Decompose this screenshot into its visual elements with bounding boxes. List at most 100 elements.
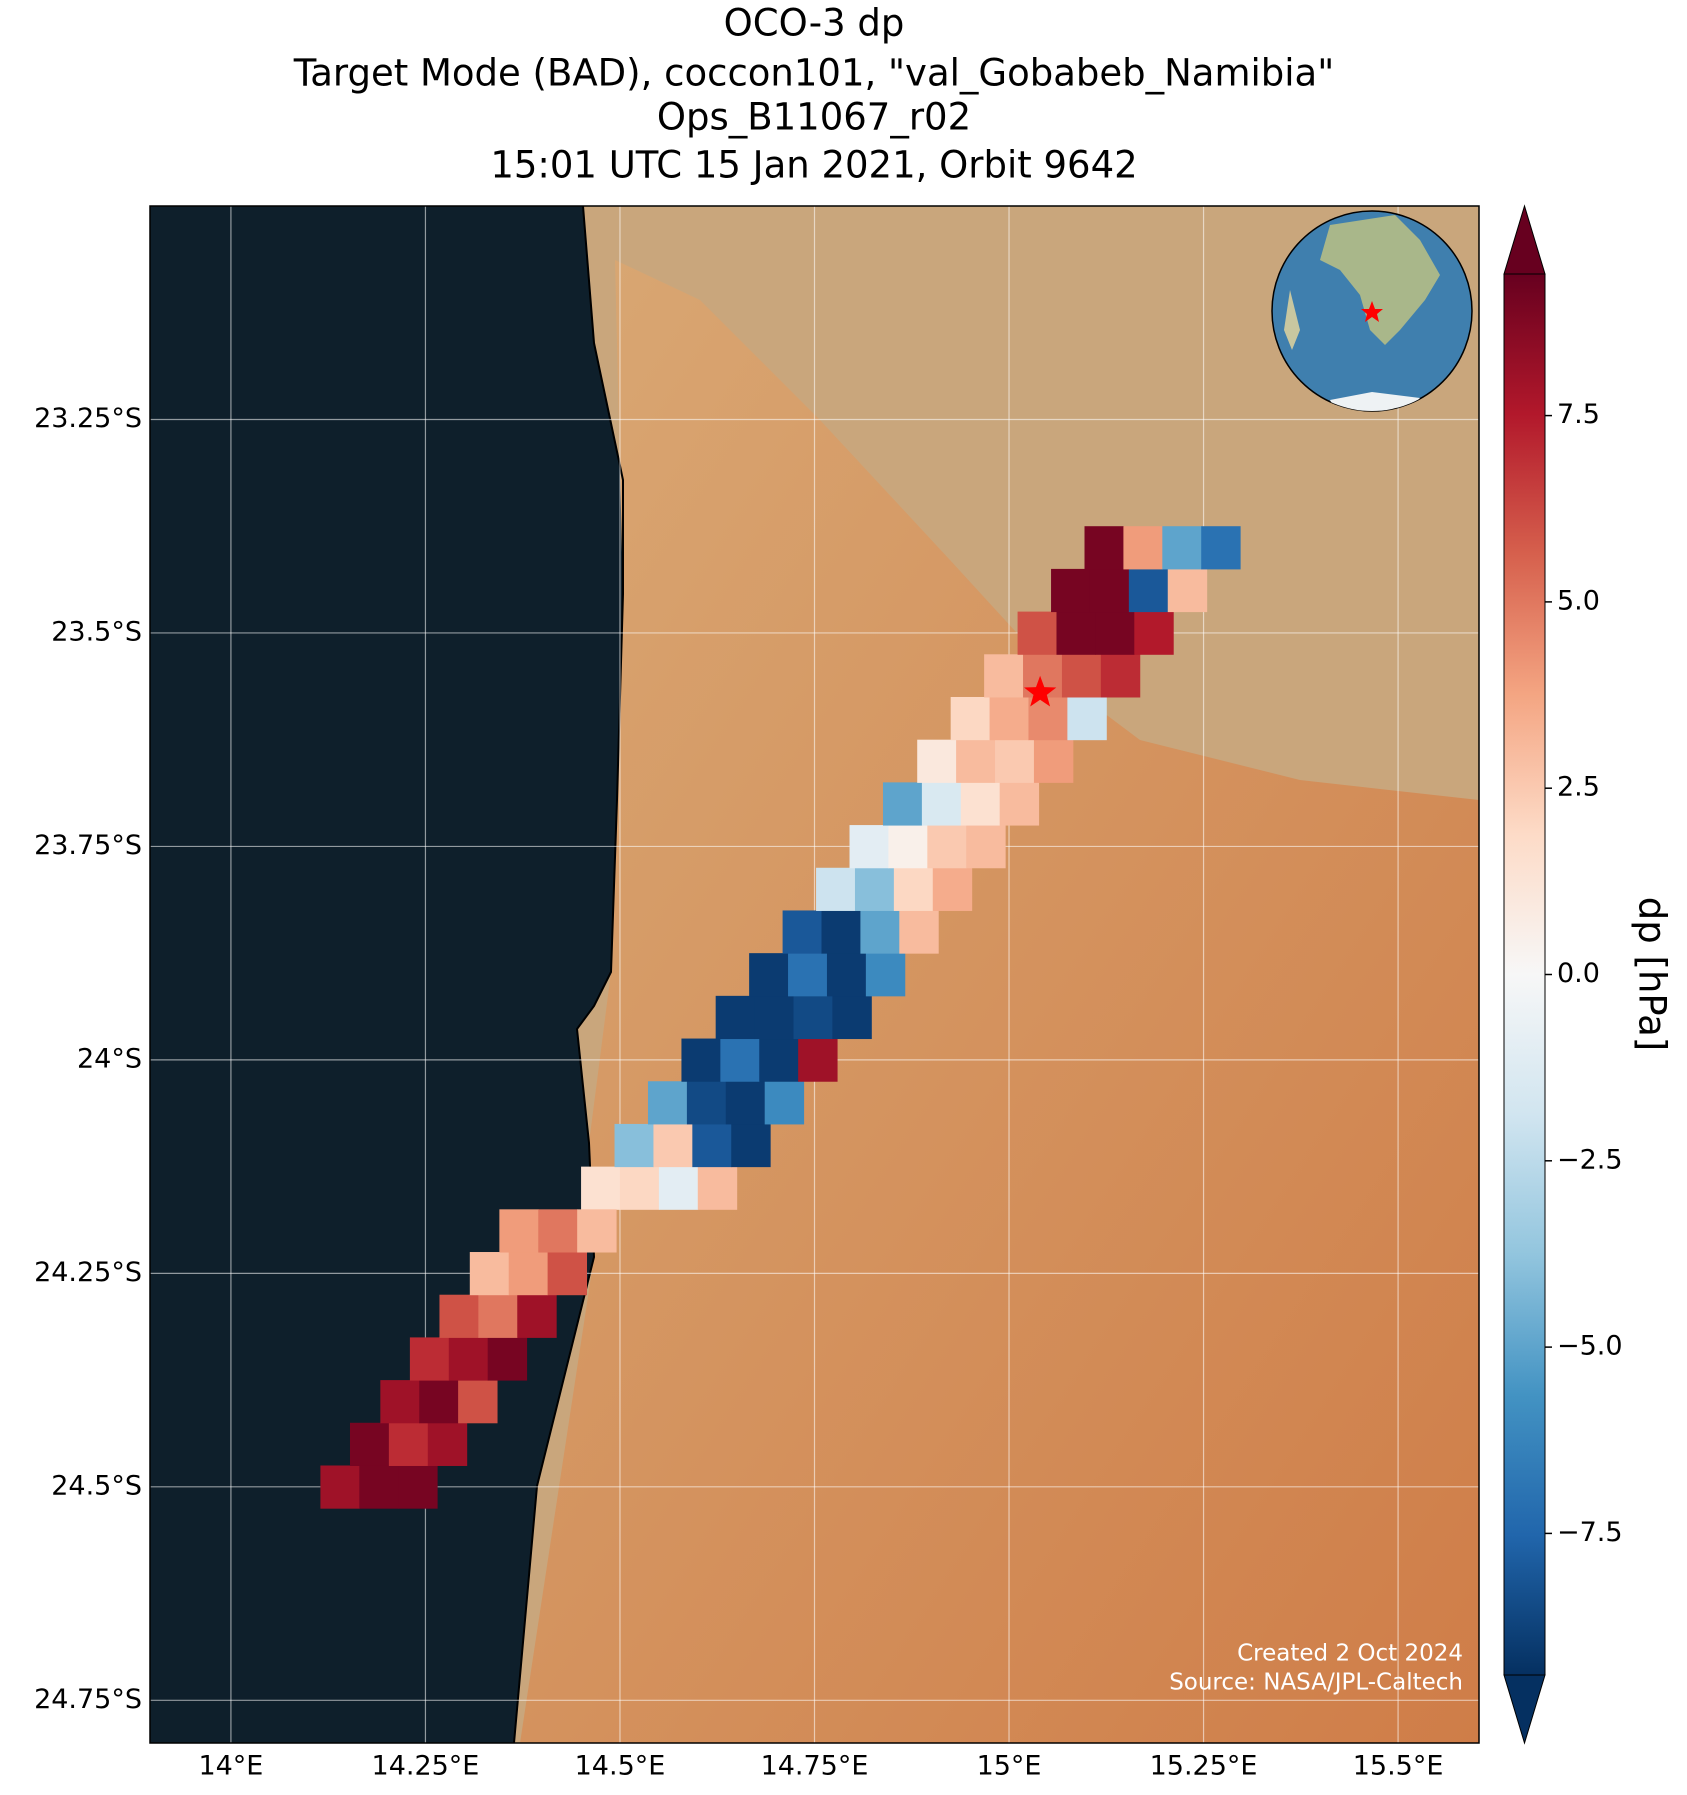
x-tick-label: 14°E — [198, 1751, 263, 1782]
sounding-cell — [487, 1337, 528, 1381]
x-tick-label: 14.25°E — [372, 1751, 480, 1782]
map-frame — [149, 205, 1480, 1744]
colorbar-tick-label: 7.5 — [1557, 399, 1600, 430]
sounding-cell — [380, 1380, 420, 1424]
title-line: Target Mode (BAD), coccon101, "val_Gobab… — [293, 52, 1334, 95]
sounding-cell — [854, 867, 895, 911]
sounding-cell — [956, 739, 996, 783]
sounding-cell — [999, 782, 1040, 826]
sounding-cell — [832, 995, 872, 1040]
coastline — [513, 206, 624, 1743]
sounding-cell — [782, 910, 823, 954]
x-tick-label: 15.25°E — [1150, 1751, 1258, 1782]
x-tick-label: 15.5°E — [1353, 1751, 1444, 1782]
sounding-cell — [686, 1081, 727, 1125]
y-tick-label: 23.5°S — [51, 616, 142, 647]
sounding-cell — [984, 654, 1024, 698]
annotation: Source: NASA/JPL-Caltech — [1169, 1670, 1463, 1696]
sounding-cell — [1162, 526, 1202, 570]
y-tick-label: 23.75°S — [34, 830, 142, 861]
colorbar-tick-label: 0.0 — [1557, 958, 1600, 989]
sounding-cell — [692, 1123, 732, 1168]
colorbar-tick-label: −7.5 — [1557, 1517, 1623, 1548]
sounding-cell — [547, 1252, 588, 1296]
sounding-cell — [427, 1422, 468, 1466]
sounding-cell — [888, 825, 928, 869]
sounding-cell — [469, 1252, 510, 1296]
sounding-cell — [725, 1081, 766, 1125]
sounding-cell — [577, 1209, 617, 1253]
sounding-cell — [439, 1294, 479, 1338]
sounding-cell — [1084, 526, 1124, 570]
sounding-cell — [764, 1081, 805, 1125]
sounding-cell — [865, 953, 906, 997]
sounding-cell — [359, 1465, 399, 1509]
sounding-cell — [419, 1380, 459, 1424]
sounding-cell — [619, 1166, 660, 1210]
sounding-cell — [1017, 611, 1057, 655]
colorbar-tick-label: 5.0 — [1557, 585, 1600, 616]
sounding-cell — [788, 953, 828, 997]
annotation: Created 2 Oct 2024 — [1237, 1641, 1463, 1667]
sounding-cell — [614, 1123, 654, 1168]
sounding-cell — [1123, 526, 1163, 570]
colorbar-label: dp [hPa] — [1631, 897, 1674, 1051]
x-tick-label: 14.75°E — [761, 1751, 869, 1782]
sounding-cell — [653, 1123, 693, 1168]
globe-inset — [1271, 210, 1473, 412]
sounding-cell — [1095, 611, 1135, 655]
sounding-cell — [409, 1337, 450, 1381]
title-line: OCO-3 dp — [724, 2, 905, 45]
sounding-cell — [917, 739, 957, 783]
sounding-cell — [754, 995, 794, 1040]
sounding-cell — [960, 782, 1001, 826]
sounding-cell — [448, 1337, 489, 1381]
sounding-cell — [793, 995, 833, 1040]
sounding-cell — [759, 1038, 799, 1082]
sounding-cell — [893, 867, 934, 911]
sounding-cell — [932, 867, 973, 911]
sounding-cell — [715, 995, 756, 1040]
y-tick-label: 24.5°S — [51, 1470, 142, 1501]
target-marker — [1024, 675, 1057, 707]
x-tick-label: 15°E — [977, 1751, 1042, 1782]
sounding-cell — [658, 1166, 699, 1210]
sounding-cell — [478, 1294, 518, 1338]
sounding-cell — [398, 1465, 438, 1509]
sounding-cell — [989, 696, 1029, 741]
y-tick-label: 23.25°S — [34, 403, 142, 434]
sounding-cell — [966, 825, 1006, 869]
sounding-cell — [1033, 739, 1074, 783]
sounding-cell — [950, 696, 991, 741]
sounding-cell — [899, 910, 939, 954]
y-tick-label: 24.25°S — [34, 1257, 142, 1288]
sounding-cell — [731, 1123, 771, 1168]
sounding-cell — [816, 867, 856, 911]
sounding-cell — [927, 825, 967, 869]
sounding-cell — [882, 782, 923, 826]
colorbar-extend-max — [1503, 204, 1546, 275]
sounding-cell — [860, 910, 900, 954]
sounding-cell — [349, 1422, 390, 1466]
colorbar-tick-label: 2.5 — [1557, 772, 1600, 803]
sounding-cell — [1128, 568, 1169, 613]
sounding-cell — [1134, 611, 1174, 655]
sounding-cell — [1201, 526, 1241, 570]
x-tick-label: 14.5°E — [575, 1751, 666, 1782]
colorbar — [1503, 273, 1546, 1676]
sounding-cell — [581, 1166, 621, 1210]
sounding-cell — [821, 910, 861, 954]
title-line: Ops_B11067_r02 — [657, 96, 971, 139]
sounding-cell — [995, 739, 1035, 783]
sounding-cell — [499, 1209, 539, 1253]
sounding-cell — [1167, 568, 1208, 613]
sounding-cell — [647, 1081, 688, 1125]
sounding-cell — [849, 825, 889, 869]
sounding-cell — [921, 782, 962, 826]
sounding-cell — [749, 953, 789, 997]
colorbar-tick-label: −5.0 — [1557, 1331, 1623, 1362]
sounding-cell — [1056, 611, 1096, 655]
dunes — [520, 260, 1479, 1743]
